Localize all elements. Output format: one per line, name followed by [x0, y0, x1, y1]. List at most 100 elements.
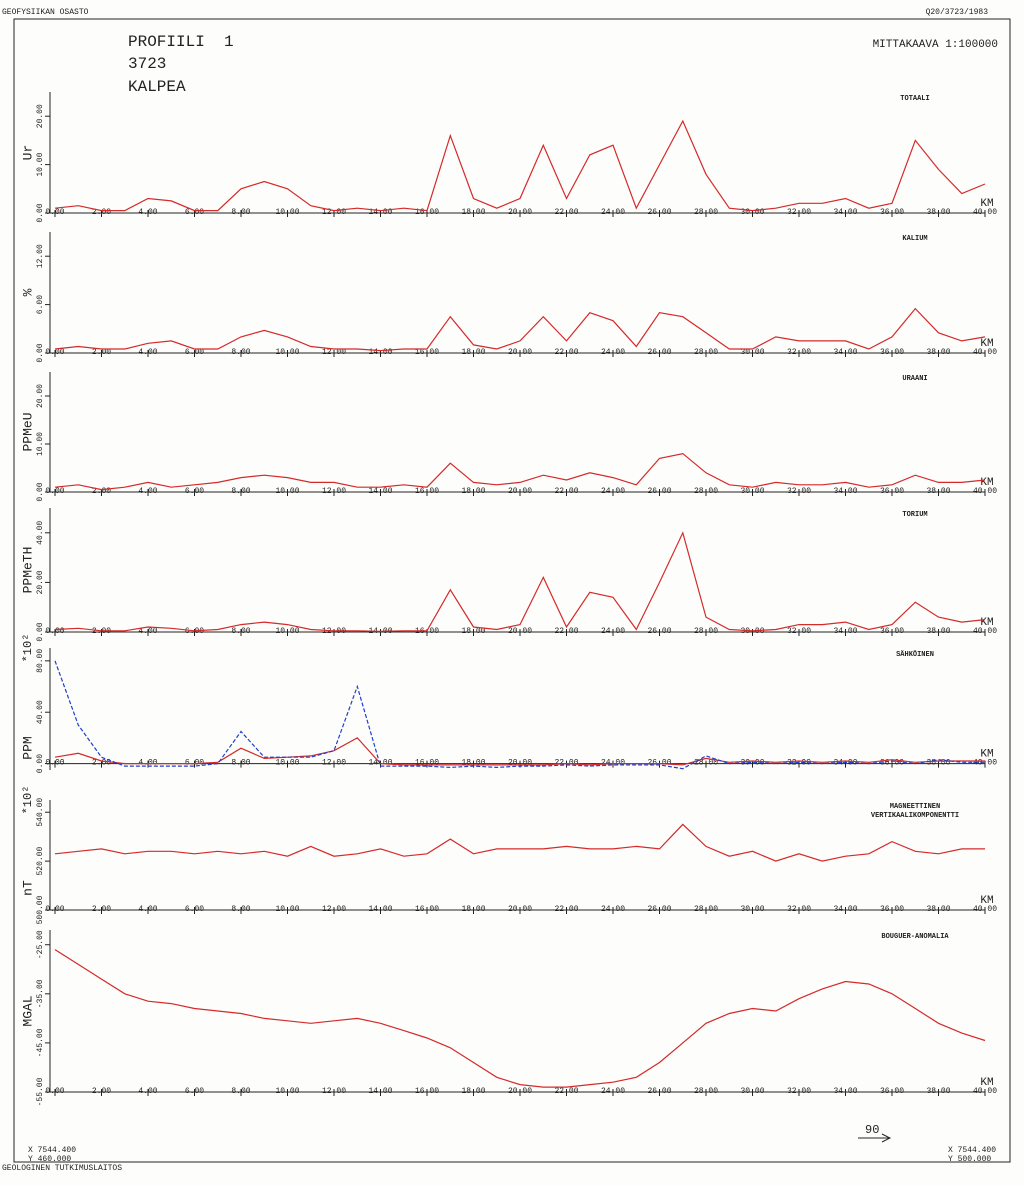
y-tick-label: 40.00 [36, 700, 45, 724]
x-tick-label: 30.00 [740, 627, 764, 636]
y-tick-label: -35.00 [36, 979, 45, 1008]
x-tick-label: 16.00 [415, 487, 439, 496]
panel-subtitle: VERTIKAALIKOMPONENTTI [871, 812, 959, 820]
y-axis-label: MGAL [20, 995, 35, 1026]
data-line [54, 949, 986, 1088]
data-line [54, 737, 985, 766]
x-tick-label: 24.00 [601, 348, 625, 357]
department: GEOFYSIIKAN OSASTO [2, 8, 89, 17]
x-tick-label: 0.00 [45, 905, 64, 914]
x-tick-label: 10.00 [275, 905, 299, 914]
x-tick-label: 40.00 [973, 208, 997, 217]
x-tick-label: 32.00 [787, 1087, 811, 1096]
x-tick-label: 28.00 [694, 348, 718, 357]
x-tick-label: 30.00 [740, 348, 764, 357]
x-tick-label: 0.00 [45, 759, 64, 768]
x-tick-label: 12.00 [322, 348, 346, 357]
x-tick-label: 22.00 [554, 1087, 578, 1096]
x-tick-label: 8.00 [231, 627, 250, 636]
x-axis-unit: KM [980, 895, 993, 907]
x-tick-label: 4.00 [138, 208, 157, 217]
x-tick-label: 38.00 [926, 905, 950, 914]
x-tick-label: 28.00 [694, 905, 718, 914]
x-tick-label: 2.00 [92, 905, 111, 914]
y-tick-label: 540.00 [36, 798, 45, 827]
y-tick-label: 0.00 [36, 482, 45, 501]
x-tick-label: 36.00 [880, 905, 904, 914]
x-tick-label: 34.00 [833, 348, 857, 357]
x-tick-label: 30.00 [740, 905, 764, 914]
x-tick-label: 6.00 [185, 1087, 204, 1096]
x-tick-label: 34.00 [833, 487, 857, 496]
x-tick-label: 32.00 [787, 905, 811, 914]
x-tick-label: 20.00 [508, 487, 532, 496]
coord-left-x: X 7544.400 [28, 1146, 76, 1155]
x-tick-label: 22.00 [554, 627, 578, 636]
x-tick-label: 24.00 [601, 905, 625, 914]
x-tick-label: 24.00 [601, 208, 625, 217]
panel-title: SÄHKÖINEN [896, 650, 934, 659]
x-tick-label: 12.00 [322, 905, 346, 914]
x-tick-label: 28.00 [694, 759, 718, 768]
x-tick-label: 20.00 [508, 348, 532, 357]
y-tick-label: 520.00 [36, 847, 45, 876]
x-tick-label: 30.00 [740, 208, 764, 217]
x-tick-label: 10.00 [275, 487, 299, 496]
x-tick-label: 26.00 [647, 487, 671, 496]
x-tick-label: 32.00 [787, 348, 811, 357]
x-tick-label: 18.00 [461, 348, 485, 357]
x-tick-label: 40.00 [973, 759, 997, 768]
x-tick-label: 34.00 [833, 627, 857, 636]
x-tick-label: 26.00 [647, 1087, 671, 1096]
x-tick-label: 32.00 [787, 627, 811, 636]
x-tick-label: 36.00 [880, 627, 904, 636]
x-tick-label: 36.00 [880, 759, 904, 768]
x-tick-label: 6.00 [185, 905, 204, 914]
x-tick-label: 18.00 [461, 905, 485, 914]
sheet-code: Q20/3723/1983 [926, 8, 989, 17]
x-tick-label: 28.00 [694, 627, 718, 636]
x-tick-label: 26.00 [647, 208, 671, 217]
x-tick-label: 38.00 [926, 627, 950, 636]
x-tick-label: 16.00 [415, 759, 439, 768]
x-tick-label: 4.00 [138, 487, 157, 496]
x-tick-label: 10.00 [275, 348, 299, 357]
x-tick-label: 10.00 [275, 1087, 299, 1096]
x-tick-label: 2.00 [92, 348, 111, 357]
x-tick-label: 22.00 [554, 348, 578, 357]
y-axis-label: PPMeU [20, 412, 35, 451]
x-tick-label: 4.00 [138, 905, 157, 914]
x-tick-label: 24.00 [601, 487, 625, 496]
x-tick-label: 14.00 [368, 905, 392, 914]
y-tick-label: -45.00 [36, 1028, 45, 1057]
y-multiplier: *10² [21, 634, 35, 663]
x-tick-label: 26.00 [647, 905, 671, 914]
y-axis-label: PPM [20, 736, 35, 759]
x-tick-label: 20.00 [508, 208, 532, 217]
x-tick-label: 22.00 [554, 905, 578, 914]
frame [13, 18, 1011, 1163]
x-tick-label: 2.00 [92, 627, 111, 636]
x-axis-unit: KM [980, 338, 993, 350]
x-tick-label: 6.00 [185, 627, 204, 636]
x-tick-label: 10.00 [275, 627, 299, 636]
x-tick-label: 16.00 [415, 905, 439, 914]
x-tick-label: 16.00 [415, 1087, 439, 1096]
x-tick-label: 4.00 [138, 348, 157, 357]
data-line [54, 823, 985, 862]
x-tick-label: 26.00 [647, 348, 671, 357]
data-line [54, 452, 986, 491]
x-tick-label: 36.00 [880, 1087, 904, 1096]
institute: GEOLOGINEN TUTKIMUSLAITOS [2, 1164, 122, 1173]
x-tick-label: 12.00 [322, 487, 346, 496]
place: KALPEA [128, 78, 186, 96]
x-tick-label: 28.00 [694, 208, 718, 217]
x-tick-label: 38.00 [926, 487, 950, 496]
scale: MITTAKAAVA 1:100000 [873, 39, 998, 51]
x-tick-label: 26.00 [647, 627, 671, 636]
x-axis-unit: KM [980, 198, 993, 210]
y-tick-label: 20.00 [36, 104, 45, 128]
x-tick-label: 0.00 [45, 487, 64, 496]
x-axis-unit: KM [980, 748, 993, 760]
